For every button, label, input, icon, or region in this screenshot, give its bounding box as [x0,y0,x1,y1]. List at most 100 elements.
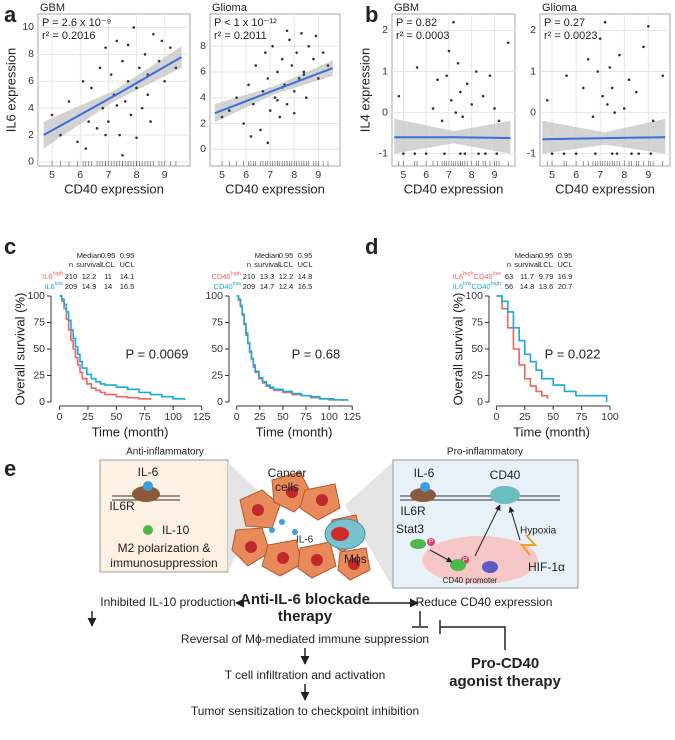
point [104,46,107,49]
x-tick-label: 6 [423,169,429,181]
table-cell: 20.7 [558,282,573,291]
survival-curve [496,295,549,399]
nucleus-icon [422,536,538,584]
x-tick-label: 5 [49,169,55,181]
x-tick-label: 25 [254,411,266,423]
legend-entry: IL6highCD40low [453,271,501,281]
y-tick-label: 0 [477,396,483,408]
label: Cancer [268,466,307,480]
point [622,107,626,110]
x-tick-label: 6 [243,169,249,181]
point [115,104,119,107]
point [254,64,258,67]
point [608,66,612,69]
table-cell: 209 [243,282,256,291]
table-cell: 56 [505,282,513,291]
table-header: 0.95 [120,251,135,260]
point [661,74,665,77]
point [288,38,291,42]
y-tick-label: 0 [382,106,388,118]
y-tick-label: 0 [39,396,45,408]
table-cell: 63 [505,272,513,281]
point [118,133,121,137]
nuclei [245,486,360,570]
product-icon [143,525,153,535]
flow-text: T cell infiltration and activation [225,668,386,682]
table-cell: 14.8 [298,272,313,281]
legend-text: CD40 [471,282,490,291]
legend-text: IL6 [44,282,54,291]
point [630,152,633,155]
point [436,78,439,82]
y-tick-label: 2 [530,24,536,36]
y-axis-label: Overall survival (%) [450,293,465,406]
y-tick-label: 10 [22,21,34,33]
point [285,29,289,33]
confidence-band [542,118,666,154]
point [157,59,161,63]
point [424,152,428,155]
point [278,115,282,119]
panel-label: d [365,234,378,259]
table-cell: 14.1 [120,272,135,281]
point [481,94,485,98]
y-tick-label: 0 [200,143,206,155]
point [249,135,253,138]
point [304,96,308,100]
y-tick-label: 2 [28,129,34,141]
point [574,152,578,155]
point [610,152,614,155]
point [474,70,478,73]
panel-label: a [4,2,17,27]
point [488,74,492,77]
point [280,57,284,61]
x-tick-label: 25 [519,411,531,423]
point [459,90,462,94]
point [259,128,262,132]
x-tick-label: 9 [492,169,498,181]
y-tick-label: -1 [379,147,388,159]
point [321,51,325,54]
x-tick-label: 5 [400,169,406,181]
x-tick-label: 8 [469,169,475,181]
flow-text: Reversal of Mϕ-mediated immune suppressi… [181,632,429,646]
x-axis-label: Time (month) [256,424,333,439]
legend-text: low [493,271,501,277]
table-cell: 12.4 [279,282,294,291]
table-header: LCL [279,260,293,269]
point [596,70,600,73]
table-cell: 16.5 [120,282,135,291]
flow-text: Tumor sensitization to checkpoint inhibi… [191,704,419,718]
table-header: n [507,260,511,269]
y-tick-label: 1 [530,65,536,77]
table-cell: 14.8 [520,282,535,291]
table-cell: 14.9 [82,282,97,291]
legend-entry: IL6low [44,281,63,291]
point [603,20,607,24]
table-cell: 11.7 [520,272,534,281]
point [459,152,462,155]
point [300,32,303,35]
table-cell: 16.5 [298,282,313,291]
label: CD40 [490,468,521,482]
box-title: Pro-inflammatory [447,447,523,458]
flow-text: agonist therapy [449,673,561,690]
point [59,133,62,137]
point [618,53,621,57]
flow-text: Anti-IL-6 blockade [240,591,370,608]
point [465,82,469,86]
annotation: P < 1 x 10⁻¹² [214,17,277,29]
legend-text: high [231,271,241,277]
point [445,74,448,77]
x-tick-label: 100 [320,411,338,423]
label: P [429,540,433,546]
survival-curve [59,295,152,400]
point [50,113,54,117]
point [146,93,150,97]
point [651,119,655,123]
y-tick-label: 25 [471,369,483,381]
point [95,127,99,130]
table-header: 0.95 [279,251,294,260]
fit-line [394,136,511,140]
confidence-band [394,118,511,154]
